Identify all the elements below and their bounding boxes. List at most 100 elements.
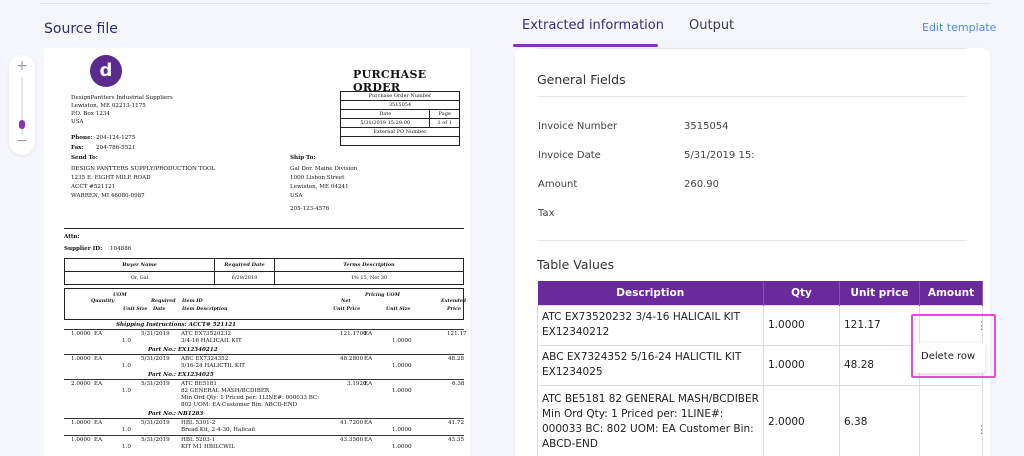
line-pricing-size: 1.0000 <box>392 388 412 394</box>
line-pricing-size: 1.0000 <box>392 363 412 369</box>
highlight-annotation <box>911 314 996 378</box>
line-pricing-uom: EA <box>364 381 373 387</box>
col-unit-price: Unit Price <box>333 306 361 312</box>
send-to-line: ACCT #521121 <box>71 184 116 190</box>
table-row: ATC EX73520232 3/4-16 HALICAIL KIT EX123… <box>537 304 983 346</box>
line-uom: EA <box>94 437 103 443</box>
cell-qty[interactable]: 2.0000 <box>763 384 840 456</box>
line-part-no: Part No.: EX12340212 <box>148 347 218 353</box>
line-uom: EA <box>94 331 103 337</box>
table-values-title: Table Values <box>537 257 615 272</box>
line-date: 5/31/2019 <box>141 437 170 443</box>
col-uom: UOM <box>113 292 127 298</box>
date-label: Date <box>339 109 431 119</box>
panel-divider <box>537 48 967 49</box>
ship-to-line: Gal Dor. Maine Division <box>290 166 358 172</box>
po-number-value: 3515054 <box>340 100 460 110</box>
table-values: Description Qty Unit price Amount ATC EX… <box>537 281 983 456</box>
amount-value[interactable]: 260.90 <box>684 179 719 190</box>
line-desc: 5/16-24 HALICTIL KIT <box>181 363 246 369</box>
cell-unit-price[interactable]: 48.28 <box>839 344 920 386</box>
line-item: ABC EX7324352 <box>181 356 229 362</box>
cell-description[interactable]: ATC BE5181 82 GENERAL MASH/BCDIBER Min O… <box>537 384 764 456</box>
invoice-date-value[interactable]: 5/31/2019 15: <box>684 150 755 161</box>
table-header-row: Description Qty Unit price Amount <box>537 281 983 305</box>
cell-qty[interactable]: 1.0000 <box>763 304 840 346</box>
send-to-line: 1235 E. EIGHT MILE ROAD <box>71 175 151 181</box>
line-uom: EA <box>94 381 103 387</box>
supplier-id-value: 104886 <box>110 246 132 252</box>
date-value: 5/31/2019 15:29:00 <box>339 118 431 128</box>
po-number-label: Purchase Order Number <box>340 91 460 101</box>
tab-extracted-information[interactable]: Extracted information <box>522 18 664 33</box>
line-date: 5/31/2019 <box>141 381 170 387</box>
extracted-info-panel: General Fields Invoice Number 3515054 In… <box>515 48 990 456</box>
line-qty: 1.0000 <box>71 356 91 362</box>
section-divider <box>537 240 967 241</box>
invoice-number-value[interactable]: 3515054 <box>684 121 729 132</box>
row-menu-icon[interactable]: ⋮ <box>976 319 987 332</box>
line-price: 121.1700 <box>340 331 367 337</box>
line-items-header: Quantity UOM Unit Size Required Date Ite… <box>64 288 466 320</box>
line-size: 1.0 <box>122 338 131 344</box>
line-item: HBL 5203-1 <box>181 437 216 443</box>
line-size: 1.0 <box>122 427 131 433</box>
line-price: 43.3500 <box>340 437 364 443</box>
edit-template-link[interactable]: Edit template <box>922 21 997 34</box>
delete-row-menu-item[interactable]: Delete row <box>913 343 985 373</box>
cell-description[interactable]: ABC EX7324352 5/16-24 HALICTIL KIT EX123… <box>537 344 764 386</box>
line-size: 1.0 <box>122 363 131 369</box>
col-net: Net <box>341 298 351 304</box>
source-document-preview: d PURCHASE ORDER DesignPantters Industri… <box>44 48 470 456</box>
line-desc: 802 UOM: EA Customer Bin: ABCD-END <box>181 402 298 408</box>
cell-unit-price[interactable]: 121.17 <box>839 304 920 346</box>
shipping-instructions: Shipping Instructions: ACCT# 521121 <box>116 322 237 328</box>
cell-amount[interactable] <box>919 304 983 346</box>
line-extended: 48.28 <box>448 356 465 362</box>
ship-to-line: 205-123-4576 <box>290 206 330 212</box>
cell-description[interactable]: ATC EX73520232 3/4-16 HALICAIL KIT EX123… <box>537 304 764 346</box>
cell-amount[interactable] <box>919 384 983 456</box>
fax-value: 204-786-5521 <box>96 145 136 151</box>
send-to-label: Send To: <box>71 155 98 161</box>
invoice-date-label: Invoice Date <box>538 150 601 161</box>
zoom-out-button[interactable]: − <box>16 133 28 149</box>
line-item: ATC BE5181 <box>181 381 217 387</box>
line-uom: EA <box>94 356 103 362</box>
po-info-box: Purchase Order Number 3515054 Date Page 5… <box>339 91 460 146</box>
ship-to-line: 1000 Lisbon Street <box>290 175 345 181</box>
supplier-id-label: Supplier ID: <box>64 246 103 252</box>
zoom-slider-track[interactable] <box>21 77 23 135</box>
line-desc: KIT M1 HBILCWIL <box>181 444 235 450</box>
line-pricing-size: 1.0000 <box>392 338 412 344</box>
tab-output[interactable]: Output <box>689 18 735 33</box>
col-pricing-uom: Pricing UOM <box>365 292 400 298</box>
col-item-description: Item Description <box>182 306 228 312</box>
row-menu-icon[interactable]: ⋮ <box>976 423 987 436</box>
col-unit-price: Unit price <box>839 281 920 305</box>
company-line: USA <box>71 119 84 125</box>
line-date: 5/31/2019 <box>141 356 170 362</box>
divider <box>64 228 464 229</box>
zoom-in-button[interactable]: + <box>16 58 28 74</box>
fax-label: Fax: <box>71 145 84 151</box>
cell-unit-price[interactable]: 6.38 <box>839 384 920 456</box>
line-price: 3.1920 <box>347 381 367 387</box>
page-value: 1 of 1 <box>429 118 460 128</box>
line-pricing-size: 1.0000 <box>392 444 412 450</box>
required-date: 6/28/2019 <box>214 271 275 285</box>
line-size: 1.0 <box>122 388 131 394</box>
document-title: PURCHASE ORDER <box>353 68 427 94</box>
col-amount: Amount <box>919 281 983 305</box>
ship-to-line: Lewiston, ME 04241 <box>290 184 349 190</box>
buyer-name: Or, Gal <box>64 271 215 285</box>
zoom-slider-thumb[interactable] <box>19 120 25 129</box>
tax-label: Tax <box>538 208 555 219</box>
buyer-name-header: Buyer Name <box>64 258 215 272</box>
cell-qty[interactable]: 1.0000 <box>763 344 840 386</box>
line-extended: 6.38 <box>452 381 465 387</box>
line-desc: Bread Kit, 2-4-30, Halicail <box>181 427 255 433</box>
ship-to-label: Ship To: <box>290 155 316 161</box>
general-fields-title: General Fields <box>537 72 626 87</box>
line-part-no: Part No.: NB1283 <box>148 411 204 417</box>
